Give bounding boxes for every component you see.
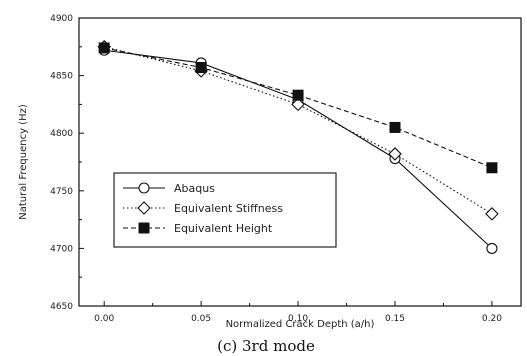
x-axis-title: Normalized Crack Depth (a/h) xyxy=(226,319,375,330)
legend-marker-equivalent-height xyxy=(138,222,150,234)
series-equivalent-height xyxy=(104,47,493,169)
legend-box xyxy=(113,172,337,248)
legend-label-abaqus: Abaqus xyxy=(174,182,215,195)
legend-marker-abaqus xyxy=(138,182,150,194)
legend-label-equivalent-height: Equivalent Height xyxy=(174,222,273,235)
data-point-equivalent-stiffness xyxy=(388,147,402,161)
data-point-equivalent-stiffness xyxy=(291,97,305,112)
data-point-equivalent-height xyxy=(195,62,207,74)
series-equivalent-stiffness xyxy=(104,46,493,215)
data-point-abaqus xyxy=(486,242,498,254)
chart-caption: (c) 3rd mode xyxy=(217,337,315,355)
series-layer xyxy=(97,40,499,254)
markers-equivalent-height xyxy=(98,42,498,174)
data-point-equivalent-stiffness xyxy=(485,207,499,221)
y-tick-label: 4850 xyxy=(50,72,73,82)
x-tick-label: 0.05 xyxy=(191,314,211,324)
x-tick-label: 0.10 xyxy=(288,314,308,324)
axes: 4650 4700 4750 4800 4850 4900 0.00 0.05 0.10 0.15… xyxy=(50,14,522,324)
y-axis-title: Natural Frequency (Hz) xyxy=(18,104,29,220)
y-tick-label: 4750 xyxy=(50,187,73,197)
x-tick-label: 0.15 xyxy=(385,314,405,324)
y-tick-label: 4650 xyxy=(50,302,73,312)
x-tick-label: 0.00 xyxy=(94,314,114,324)
data-point-equivalent-height xyxy=(389,121,401,133)
legend-label-equivalent-stiffness: Equivalent Stiffness xyxy=(174,202,283,215)
legend: Abaqus Equivalent Stiffness Equivalent Hei… xyxy=(113,172,337,248)
plot-frame xyxy=(78,17,522,307)
data-point-equivalent-height xyxy=(98,42,110,54)
series-line-equivalent-height xyxy=(104,47,493,169)
y-tick-label: 4700 xyxy=(50,244,73,254)
x-tick-label: 0.20 xyxy=(482,314,502,324)
series-line-equivalent-stiffness xyxy=(104,46,493,215)
y-tick-label: 4800 xyxy=(50,129,73,139)
legend-marker-equivalent-stiffness xyxy=(137,201,151,215)
y-tick-label: 4900 xyxy=(50,14,73,24)
data-point-equivalent-height xyxy=(486,162,498,174)
data-point-equivalent-height xyxy=(292,89,304,101)
